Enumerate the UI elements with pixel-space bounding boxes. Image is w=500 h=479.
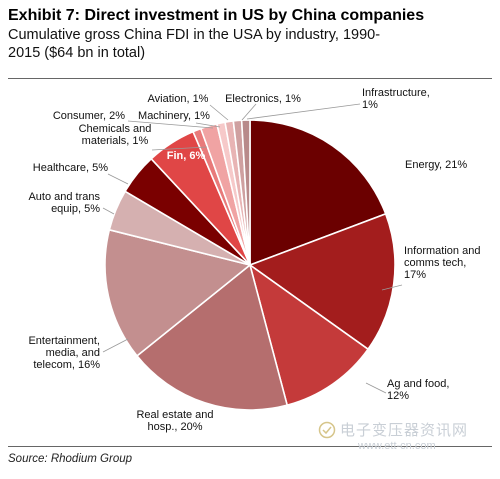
bottom-divider — [8, 446, 492, 447]
slice-label-line: Information and — [404, 245, 480, 257]
watermark: 电子变压器资讯网 www.ett-cn.com — [318, 417, 498, 463]
slice-label-line: comms tech, — [404, 257, 466, 269]
pie-slice — [104, 228, 252, 357]
pie-slice — [249, 119, 387, 267]
leader-line — [381, 284, 403, 291]
watermark-url: www.ett-cn.com — [358, 440, 436, 452]
chart-title: Exhibit 7: Direct investment in US by Ch… — [8, 7, 425, 24]
slice-labels: Energy, 21% Information and comms tech, 17%… — [28, 87, 480, 433]
top-divider — [8, 78, 492, 79]
slice-label-line: Fin, 6% — [167, 150, 206, 162]
chart-subtitle-line-2: 2015 ($64 bn in total) — [8, 45, 146, 61]
slice-label: Ag and food, 12% — [387, 378, 449, 402]
leader-line — [246, 103, 361, 120]
slice-label-line: hosp., 20% — [147, 421, 202, 433]
slice-label-line: materials, 1% — [82, 135, 149, 147]
leader-line — [151, 146, 208, 151]
leader-line — [209, 104, 229, 121]
slice-label-line: Entertainment, — [28, 335, 100, 347]
slice-label-line: 12% — [387, 390, 409, 402]
slice-label-line: 17% — [404, 269, 426, 281]
pie-slice — [135, 263, 289, 411]
watermark-logo-icon — [318, 421, 336, 439]
slice-label: Auto and trans equip, 5% — [28, 191, 100, 215]
slice-label: Entertainment, media, and telecom, 16% — [28, 335, 100, 371]
slice-label-line: Chemicals and — [79, 123, 152, 135]
leader-line — [365, 382, 387, 394]
watermark-text: 电子变压器资讯网 — [340, 422, 469, 439]
source-note: Source: Rhodium Group — [8, 453, 133, 465]
pie-slices — [104, 119, 396, 411]
pie-slice — [248, 212, 396, 351]
slice-label-line: Energy, 21% — [405, 159, 467, 171]
slice-label: Information and comms tech, 17% — [404, 245, 480, 281]
slice-label-line: Electronics, 1% — [225, 93, 301, 105]
slice-label: Infrastructure, 1% — [362, 87, 430, 111]
slice-label: Fin, 6% — [167, 150, 206, 162]
slice-label-line: telecom, 16% — [33, 359, 100, 371]
slice-label-line: media, and — [46, 347, 100, 359]
leader-line — [241, 103, 257, 121]
slice-label: Chemicals and materials, 1% — [79, 123, 152, 147]
slice-label: Electronics, 1% — [225, 93, 301, 105]
slice-label-line: equip, 5% — [51, 203, 100, 215]
pie-slice — [248, 263, 370, 407]
slice-label-line: Healthcare, 5% — [33, 162, 108, 174]
slice-label-line: Consumer, 2% — [53, 110, 125, 122]
slice-label: Consumer, 2% — [53, 110, 125, 122]
slice-label: Energy, 21% — [405, 159, 467, 171]
slice-label-line: Ag and food, — [387, 378, 449, 390]
slice-label-line: Auto and trans — [28, 191, 100, 203]
slice-label-line: Real estate and — [136, 409, 213, 421]
chart-subtitle: Cumulative gross China FDI in the USA by… — [8, 26, 492, 62]
leader-lines — [102, 103, 403, 394]
pie-slice — [240, 119, 251, 266]
slice-label-line: Infrastructure, — [362, 87, 430, 99]
chart-subtitle-line-1: Cumulative gross China FDI in the USA by… — [8, 27, 381, 43]
slice-label: Healthcare, 5% — [33, 162, 108, 174]
leader-line — [102, 207, 115, 215]
slice-label-line: Aviation, 1% — [148, 93, 209, 105]
slice-label: Real estate and hosp., 20% — [136, 409, 213, 433]
chart-header: Exhibit 7: Direct investment in US by Ch… — [8, 6, 492, 62]
leader-line — [102, 338, 129, 353]
leader-line — [195, 122, 221, 128]
slice-label-line: 1% — [362, 99, 378, 111]
slice-label: Machinery, 1% — [138, 110, 210, 122]
slice-label-line: Machinery, 1% — [138, 110, 210, 122]
slice-label: Aviation, 1% — [148, 93, 209, 105]
leader-line — [127, 120, 214, 129]
leader-line — [107, 173, 129, 185]
